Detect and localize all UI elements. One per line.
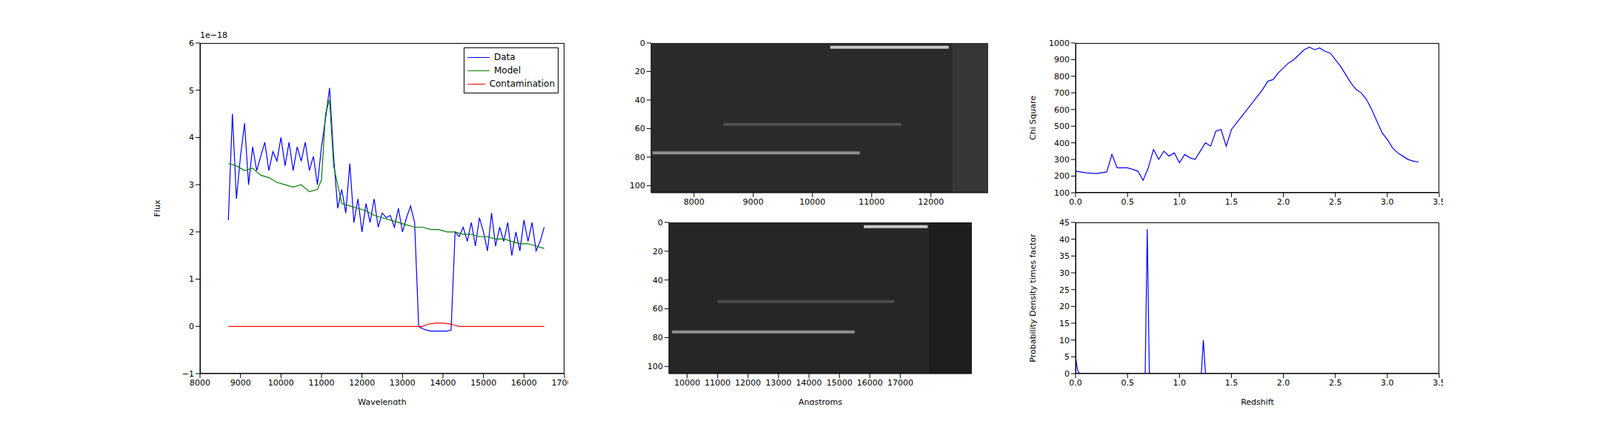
svg-text:13000: 13000	[765, 377, 792, 388]
svg-text:17000: 17000	[887, 377, 914, 388]
svg-text:20: 20	[634, 66, 646, 77]
svg-text:12000: 12000	[734, 377, 761, 388]
svg-text:3: 3	[188, 180, 195, 190]
svg-text:80: 80	[652, 332, 663, 343]
svg-text:600: 600	[1054, 105, 1070, 115]
svg-text:40: 40	[1059, 234, 1070, 245]
svg-text:Wavelength: Wavelength	[357, 397, 406, 405]
svg-text:0.0: 0.0	[1068, 197, 1083, 207]
svg-text:20: 20	[1059, 301, 1070, 312]
svg-text:400: 400	[1054, 138, 1070, 149]
svg-text:2.0: 2.0	[1277, 377, 1291, 388]
svg-text:20: 20	[652, 246, 663, 257]
svg-text:2.0: 2.0	[1277, 197, 1291, 207]
svg-text:0.0: 0.0	[1068, 377, 1083, 388]
svg-text:9000: 9000	[230, 377, 252, 388]
svg-text:9000: 9000	[742, 197, 764, 207]
svg-text:700: 700	[1054, 88, 1070, 98]
svg-text:12000: 12000	[917, 197, 944, 207]
html-text:Data: Data	[494, 51, 516, 63]
svg-text:100: 100	[647, 361, 663, 372]
svg-text:800: 800	[1054, 71, 1070, 82]
svg-text:15000: 15000	[470, 377, 497, 388]
svg-text:10000: 10000	[674, 377, 700, 388]
svg-text:40: 40	[634, 95, 646, 106]
svg-text:14000: 14000	[430, 377, 457, 388]
svg-text:11000: 11000	[308, 377, 335, 388]
svg-text:500: 500	[1054, 121, 1070, 132]
html-text:1e−18: 1e−18	[200, 30, 228, 40]
svg-text:300: 300	[1054, 154, 1070, 165]
svg-text:3.0: 3.0	[1380, 377, 1395, 388]
svg-text:12000: 12000	[348, 377, 375, 388]
svg-text:0: 0	[657, 218, 663, 228]
svg-text:6: 6	[188, 39, 195, 49]
svg-text:30: 30	[1059, 268, 1070, 278]
svg-text:10: 10	[1059, 335, 1070, 346]
svg-text:0: 0	[1064, 368, 1070, 379]
svg-text:10000: 10000	[268, 377, 295, 388]
svg-text:11000: 11000	[858, 197, 885, 207]
svg-text:Chi Square: Chi Square	[1029, 95, 1038, 140]
svg-text:60: 60	[652, 303, 663, 314]
svg-text:2.5: 2.5	[1328, 377, 1343, 388]
svg-text:14000: 14000	[796, 377, 823, 388]
svg-text:8000: 8000	[189, 377, 211, 388]
svg-text:0: 0	[188, 321, 195, 332]
svg-text:1.0: 1.0	[1173, 197, 1187, 207]
svg-text:0: 0	[640, 39, 646, 49]
svg-text:200: 200	[1054, 171, 1070, 181]
svg-text:40: 40	[652, 275, 663, 286]
svg-text:60: 60	[634, 123, 646, 134]
svg-text:Angstroms: Angstroms	[798, 397, 843, 405]
html-text:Model: Model	[494, 65, 521, 76]
svg-text:35: 35	[1059, 251, 1070, 261]
svg-text:80: 80	[634, 152, 646, 163]
svg-text:3.5: 3.5	[1432, 377, 1443, 388]
svg-text:1.5: 1.5	[1225, 197, 1239, 207]
svg-text:Redshift: Redshift	[1240, 397, 1275, 405]
svg-text:900: 900	[1054, 54, 1070, 65]
svg-text:3.5: 3.5	[1432, 197, 1443, 207]
svg-text:8000: 8000	[683, 197, 705, 207]
svg-text:15000: 15000	[826, 377, 853, 388]
svg-text:16000: 16000	[511, 377, 538, 388]
svg-text:0.5: 0.5	[1120, 377, 1135, 388]
svg-text:−1: −1	[182, 368, 195, 379]
svg-text:1.0: 1.0	[1173, 377, 1187, 388]
svg-text:5: 5	[188, 85, 195, 96]
svg-text:45: 45	[1059, 218, 1070, 228]
svg-text:11000: 11000	[704, 377, 731, 388]
svg-text:3.0: 3.0	[1380, 197, 1395, 207]
svg-text:2.5: 2.5	[1328, 197, 1343, 207]
svg-text:Probability Density times fact: Probability Density times factor	[1029, 233, 1038, 363]
svg-text:2: 2	[188, 227, 195, 238]
svg-text:4: 4	[188, 132, 195, 143]
svg-text:100: 100	[629, 180, 646, 191]
svg-text:1: 1	[188, 274, 195, 284]
html-text:Contamination: Contamination	[489, 78, 555, 89]
svg-text:10000: 10000	[799, 197, 826, 207]
svg-text:15: 15	[1059, 318, 1070, 329]
svg-text:Flux: Flux	[154, 199, 163, 217]
svg-text:1.5: 1.5	[1225, 377, 1239, 388]
svg-text:13000: 13000	[389, 377, 416, 388]
svg-text:5: 5	[1064, 351, 1070, 362]
svg-text:0.5: 0.5	[1120, 197, 1135, 207]
svg-text:100: 100	[1054, 188, 1070, 198]
svg-text:17000: 17000	[551, 377, 569, 388]
svg-text:1000: 1000	[1048, 39, 1070, 49]
svg-text:16000: 16000	[857, 377, 883, 388]
svg-text:25: 25	[1059, 285, 1070, 295]
